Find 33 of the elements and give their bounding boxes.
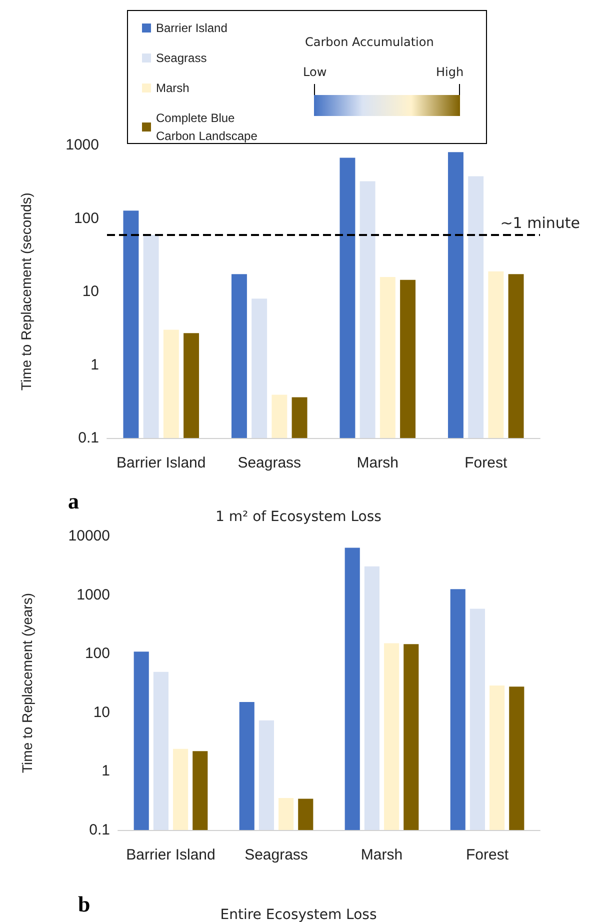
- y-tick-label: 1000: [66, 136, 99, 154]
- y-tick-label: 100: [84, 645, 110, 662]
- y-tick-label: 1000: [76, 586, 110, 604]
- y-tick-label: 100: [74, 210, 99, 227]
- x-tick-label: Barrier Island: [126, 846, 216, 864]
- x-tick-label: Marsh: [356, 454, 398, 472]
- y-axis-title: Time to Replacement (seconds): [18, 192, 34, 390]
- y-tick-label: 0.1: [78, 430, 99, 446]
- y-tick-label: 1: [90, 356, 99, 374]
- x-axis-title: 1 m² of Ecosystem Loss: [216, 509, 382, 525]
- y-axis-title: Time to Replacement (years): [19, 593, 35, 773]
- text: Carbon Accumulation: [305, 35, 434, 49]
- x-tick-label: Marsh: [360, 846, 403, 864]
- text: Low: [303, 65, 327, 79]
- y-tick-label: 10: [93, 704, 110, 721]
- legend-label: Complete Blue Carbon Landscape: [156, 111, 258, 143]
- legend-label: Marsh: [156, 81, 190, 95]
- x-tick-label: Barrier Island: [116, 454, 206, 472]
- x-tick-label: Forest: [464, 454, 508, 472]
- x-tick-label: Forest: [466, 846, 510, 864]
- x-tick-label: Seagrass: [244, 846, 308, 864]
- x-tick-label: Seagrass: [238, 454, 302, 472]
- text: High: [436, 65, 464, 79]
- text: a: [68, 488, 79, 514]
- y-tick-label: 10: [82, 283, 99, 300]
- legend-label: Seagrass: [156, 51, 207, 65]
- y-tick-label: 1: [102, 762, 110, 780]
- y-tick-label: 0.1: [89, 822, 110, 838]
- x-axis-title: Entire Ecosystem Loss: [220, 907, 377, 922]
- y-tick-label: 10000: [68, 528, 110, 544]
- text: b: [78, 892, 90, 916]
- ref-line-label: ~1 minute: [500, 214, 580, 232]
- legend-label: Barrier Island: [156, 21, 228, 35]
